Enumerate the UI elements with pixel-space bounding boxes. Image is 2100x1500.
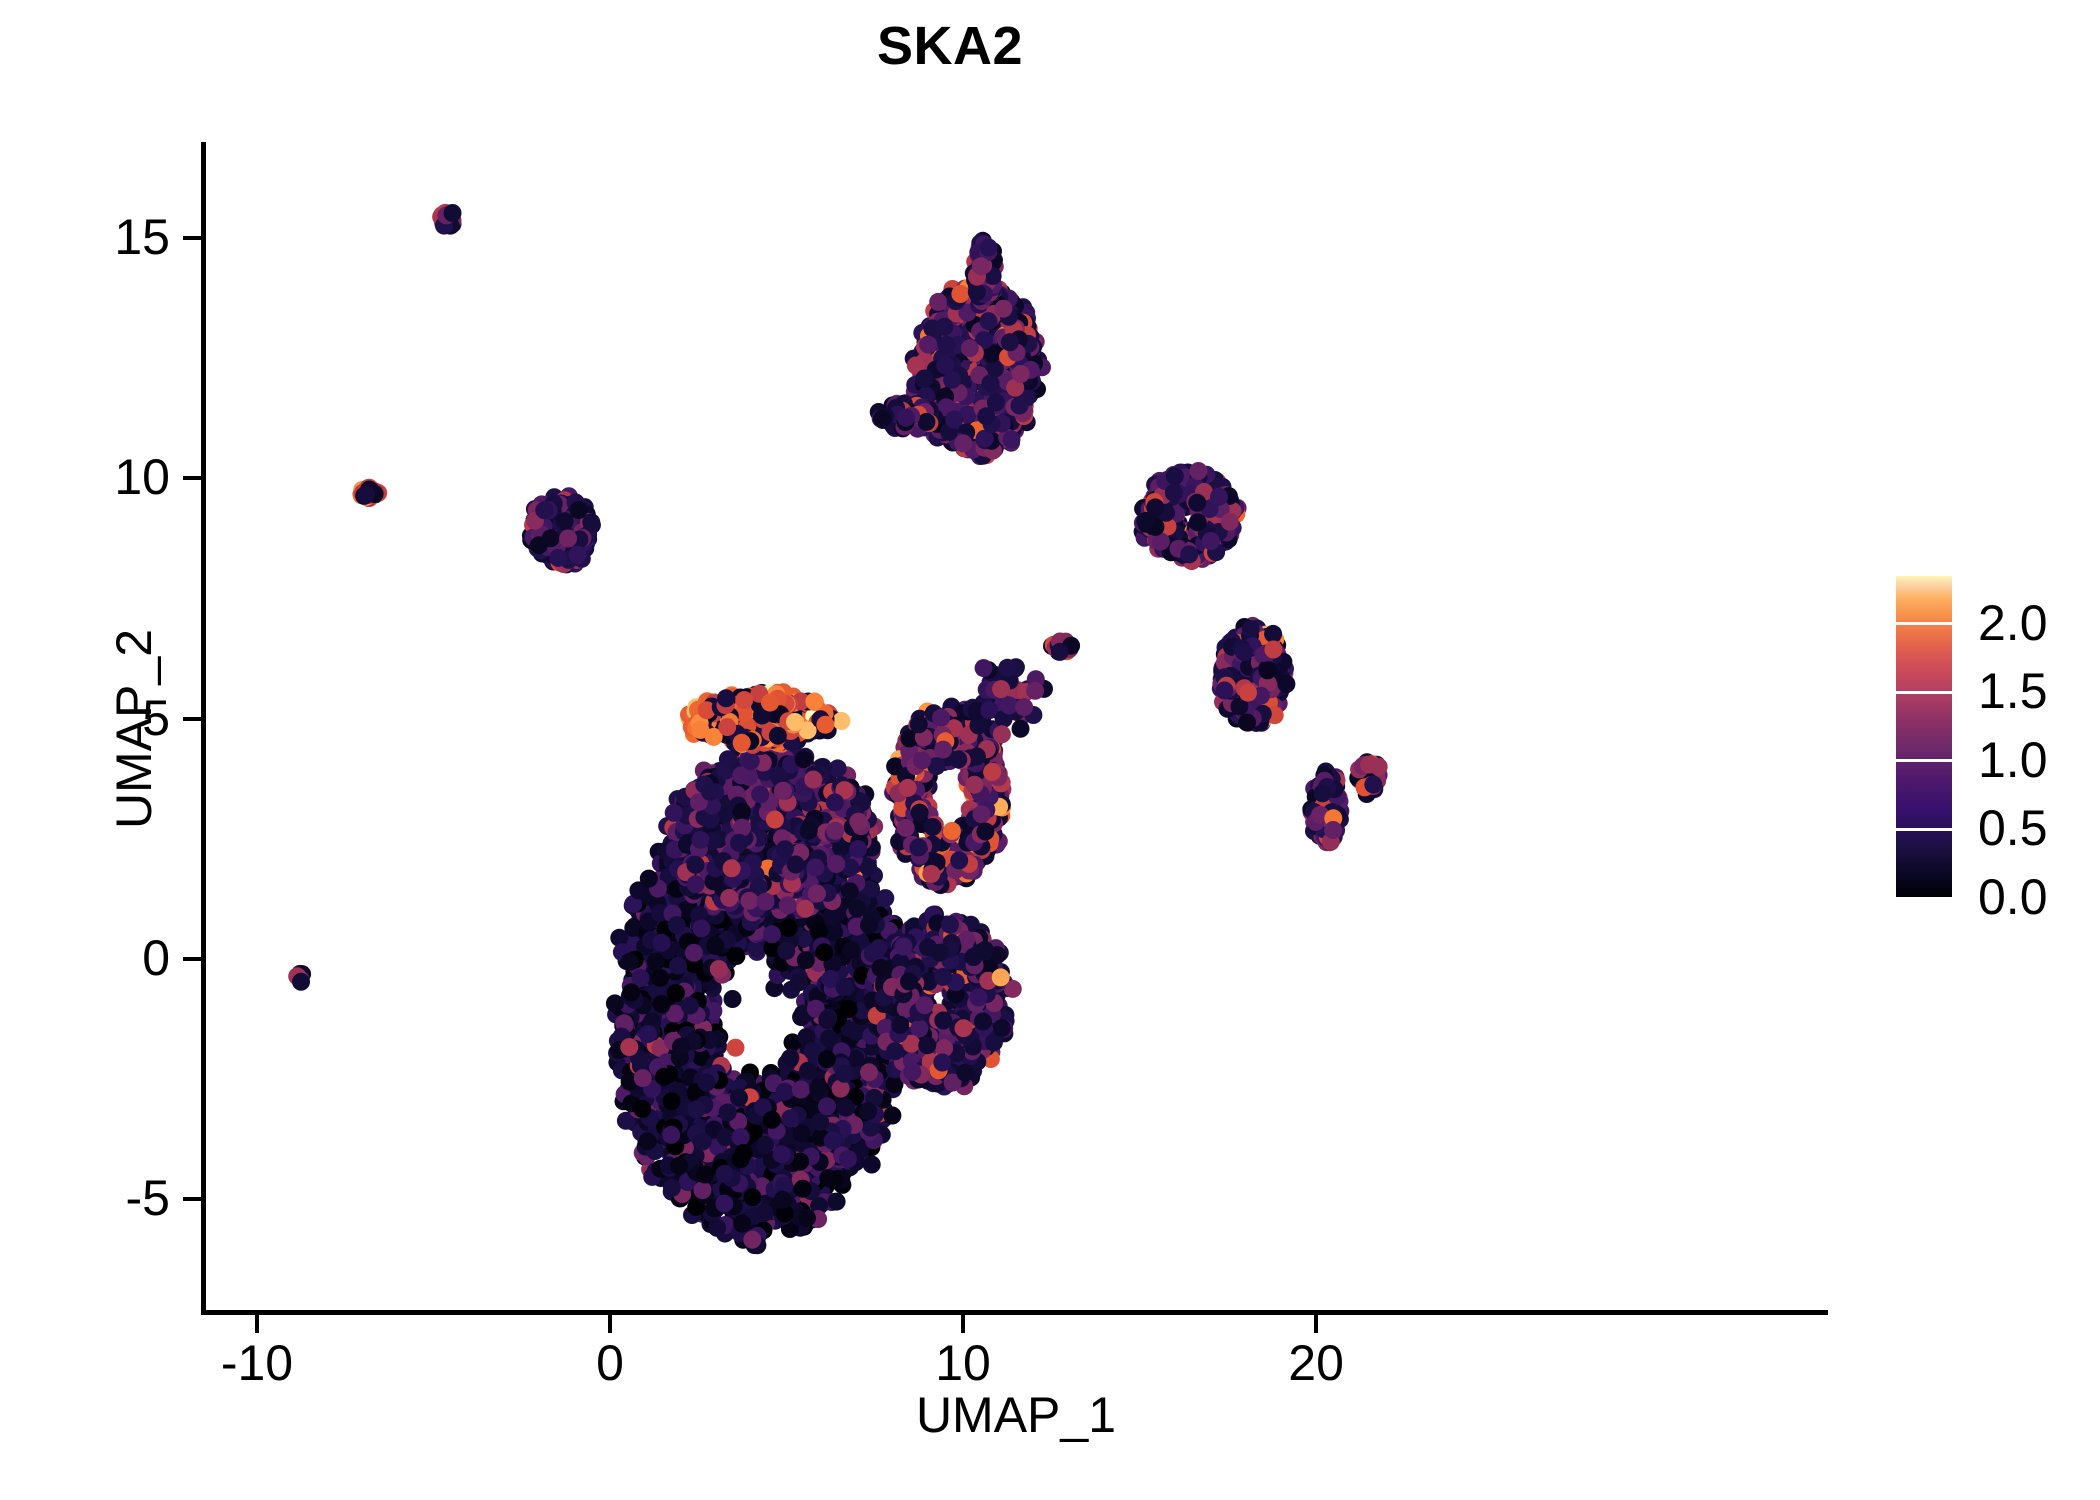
y-tick-mark <box>183 236 201 241</box>
y-tick-label: -5 <box>125 1170 170 1227</box>
colorbar-tick-label: 0.5 <box>1978 800 2048 857</box>
y-tick-mark <box>183 957 201 962</box>
x-tick-label: 20 <box>1288 1335 1344 1391</box>
colorbar-tick-mark <box>1896 759 1952 763</box>
y-tick-mark <box>183 1197 201 1202</box>
y-tick-label: 0 <box>142 930 170 987</box>
y-tick-label: 5 <box>142 689 170 746</box>
x-tick-label: -10 <box>220 1335 294 1391</box>
x-axis-label: UMAP_1 <box>915 1387 1117 1443</box>
x-tick-mark <box>608 1315 612 1333</box>
x-axis-line <box>201 1310 1828 1315</box>
y-tick-label: 10 <box>114 449 170 506</box>
colorbar-tick-mark <box>1896 690 1952 694</box>
colorbar-gradient <box>1896 576 1952 898</box>
x-tick-mark <box>961 1315 966 1333</box>
y-tick-label: 15 <box>114 209 170 266</box>
y-axis-label: UMAP_2 <box>106 628 162 830</box>
colorbar-tick-label: 2.0 <box>1978 594 2048 651</box>
colorbar-tick-mark <box>1896 896 1952 900</box>
x-tick-mark <box>254 1315 259 1333</box>
colorbar-tick-label: 0.0 <box>1978 869 2048 925</box>
colorbar-tick-label: 1.5 <box>1978 663 2048 720</box>
colorbar-tick-mark <box>1896 827 1952 831</box>
y-tick-mark <box>183 476 201 481</box>
plot-panel <box>204 142 1828 1310</box>
x-tick-label: 10 <box>935 1335 991 1391</box>
x-tick-mark <box>1314 1315 1319 1333</box>
page-title: SKA2 <box>876 16 1024 76</box>
x-tick-label: 0 <box>596 1335 624 1391</box>
y-tick-mark <box>183 716 201 721</box>
scatter-points-layer <box>288 203 1388 1255</box>
colorbar-tick-mark <box>1896 622 1952 626</box>
colorbar-tick-label: 1.0 <box>1978 731 2048 788</box>
y-axis-line <box>201 142 206 1314</box>
